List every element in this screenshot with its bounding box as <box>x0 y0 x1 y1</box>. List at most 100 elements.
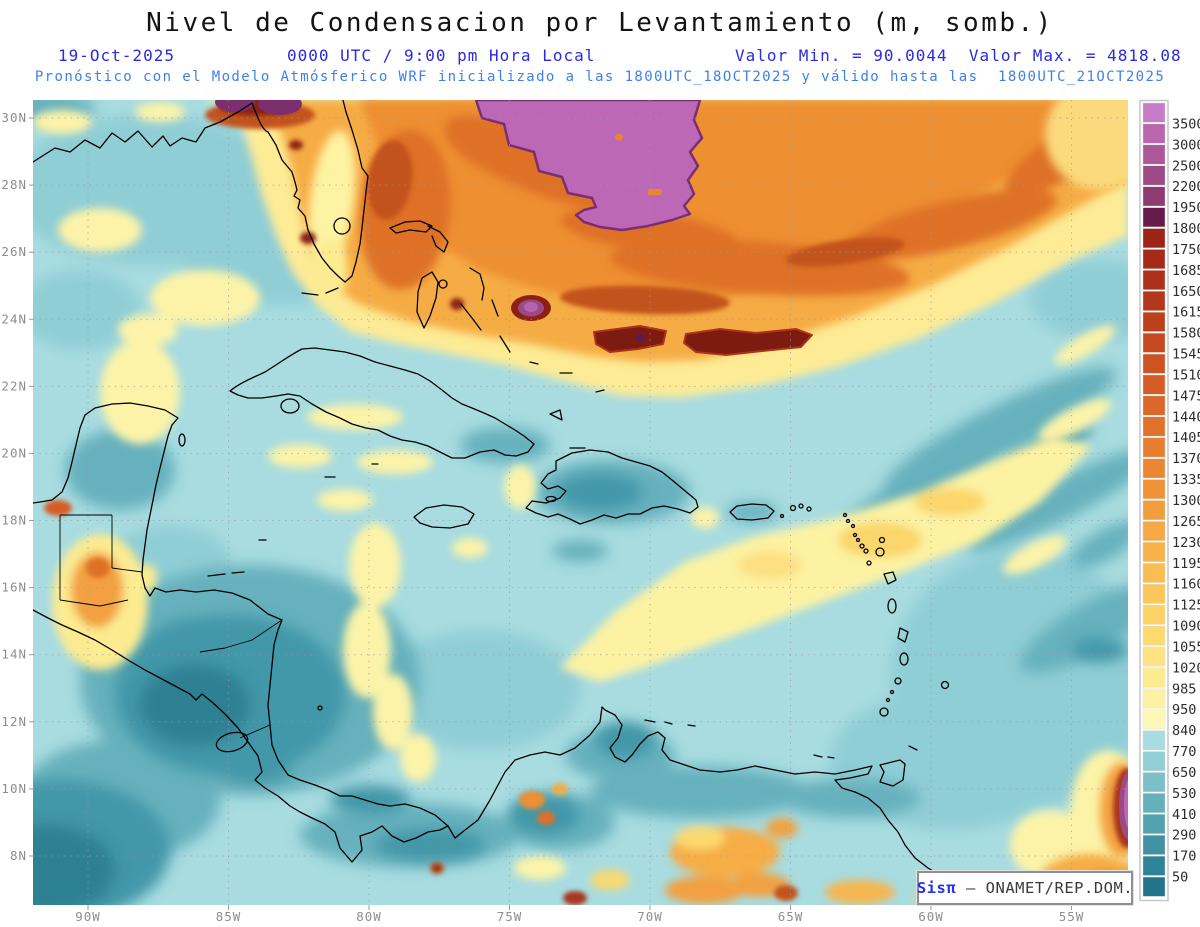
pale-yellow-patches <box>33 102 1128 880</box>
colorbar-segment <box>1142 855 1166 876</box>
colorbar-segment <box>1142 583 1166 604</box>
colorbar-label: 1510 <box>1172 367 1200 383</box>
colorbar-label: 950 <box>1172 702 1196 718</box>
maroon-blob-purple-core <box>635 334 645 342</box>
coast-yucatan-centam-caribbean <box>33 402 449 827</box>
colorbar-segment <box>1142 291 1166 311</box>
colorbar-label: 1800 <box>1172 221 1200 237</box>
lon-tick-label: 55W <box>1059 909 1085 924</box>
colorbar-label: 1440 <box>1172 409 1200 425</box>
colorbar-label: 1685 <box>1172 263 1200 279</box>
colorbar-label: 770 <box>1172 744 1196 760</box>
colorbar-segment <box>1142 353 1166 374</box>
colorbar-label: 1020 <box>1172 660 1200 676</box>
lat-tick-label: 12N <box>1 714 27 729</box>
lat-tick-label: 26N <box>1 244 27 259</box>
attribution-text: – ONAMET/REP.DOM. <box>956 879 1134 897</box>
colorbar-segment <box>1142 186 1166 207</box>
colorbar-label: 1160 <box>1172 577 1200 593</box>
san-andres <box>317 705 323 711</box>
lat-tick-label: 20N <box>1 445 27 460</box>
lat-tick-label: 22N <box>1 378 27 393</box>
lat-tick-label: 16N <box>1 580 27 595</box>
colorbar-segment <box>1142 123 1166 144</box>
colorbar-label: 50 <box>1172 870 1188 886</box>
florida-keys <box>301 287 339 296</box>
valid-time: 0000 UTC / 9:00 pm Hora Local <box>287 46 596 65</box>
colorbar-label: 1090 <box>1172 619 1200 635</box>
country-borders <box>59 514 283 739</box>
colorbar-label: 2200 <box>1172 179 1200 195</box>
colorbar-segment <box>1142 814 1166 834</box>
colorbar-label: 1545 <box>1172 347 1200 363</box>
colorbar-segment <box>1142 270 1166 290</box>
lat-tick-label: 24N <box>1 311 27 326</box>
attribution-box: Sisπ – ONAMET/REP.DOM. <box>917 871 1133 905</box>
lat-tick-label: 8N <box>10 848 27 863</box>
lesser-antilles <box>644 503 950 759</box>
colorbar-segment <box>1142 793 1166 813</box>
coast-pacific-centam <box>33 609 449 863</box>
lon-tick-label: 60W <box>918 909 944 924</box>
coast-puerto-rico <box>729 503 775 521</box>
colorbar-label: 1195 <box>1172 556 1200 572</box>
colorbar-segment <box>1142 625 1166 646</box>
colorbar-label: 1615 <box>1172 305 1200 321</box>
colorbar-label: 1055 <box>1172 639 1200 655</box>
colorbar-segment <box>1142 416 1166 437</box>
colorbar-segment <box>1142 500 1166 521</box>
coast-cuba <box>229 347 535 459</box>
colorbar-segment <box>1142 437 1166 458</box>
coastlines <box>33 100 996 905</box>
lake-okeechobee <box>333 217 351 235</box>
colorbar-label: 1370 <box>1172 451 1200 467</box>
colorbar-segment <box>1142 835 1166 855</box>
colorbar-label: 1125 <box>1172 598 1200 614</box>
colorbar-segment <box>1142 667 1166 688</box>
lat-tick-label: 14N <box>1 647 27 662</box>
colorbar-label: 1650 <box>1172 284 1200 300</box>
contour-field <box>33 100 1128 905</box>
crooked-mayaguana <box>529 361 573 374</box>
warm-airmass-region <box>205 100 1128 398</box>
axis-labels: 90W 85W 80W 75W 70W 65W 60W 55W 30N 28N 26N 24N 22N 2… <box>1 110 1085 924</box>
coast-trinidad-tobago <box>879 745 918 787</box>
bahamas-islands <box>389 220 605 421</box>
colorbar-label: 840 <box>1172 723 1196 739</box>
small-purple-blob <box>511 295 551 321</box>
coast-jamaica <box>413 504 475 529</box>
colorbar-label: 170 <box>1172 849 1196 865</box>
colorbar-segment <box>1142 709 1166 730</box>
lake-nicaragua <box>215 731 249 753</box>
colorbar-label: 1580 <box>1172 326 1200 342</box>
colorbar-label: 1300 <box>1172 493 1200 509</box>
colorbar-frame <box>1139 99 1169 902</box>
attribution-brand: Sisπ <box>916 879 957 897</box>
gonave-island <box>545 495 557 503</box>
colorbar-segment <box>1142 395 1166 416</box>
colorbar-segment <box>1142 458 1166 479</box>
colorbar-segment <box>1142 144 1166 165</box>
colorbar-segment <box>1142 102 1166 123</box>
colorbar-segment <box>1142 165 1166 186</box>
coast-south-america <box>447 706 996 905</box>
page-title: Nivel de Condensacion por Levantamiento … <box>146 8 1054 38</box>
colorbar-segment <box>1142 332 1166 353</box>
colorbar-segment <box>1142 207 1166 228</box>
new-providence <box>438 279 448 289</box>
lon-tick-label: 65W <box>778 909 804 924</box>
isle-of-youth <box>280 398 300 414</box>
lat-tick-label: 18N <box>1 513 27 528</box>
coast-gulf-us <box>33 102 253 163</box>
colorbar-segment <box>1142 876 1166 897</box>
colorbar-segment <box>1142 772 1166 792</box>
colorbar-label: 1335 <box>1172 472 1200 488</box>
colorbar-label: 1405 <box>1172 430 1200 446</box>
valid-date: 19-Oct-2025 <box>58 46 175 65</box>
colorbar-label: 290 <box>1172 828 1196 844</box>
colorbar-label: 530 <box>1172 786 1196 802</box>
coast-florida <box>251 100 369 283</box>
colorbar-label: 3000 <box>1172 137 1200 153</box>
colorbar-label: 1265 <box>1172 514 1200 530</box>
